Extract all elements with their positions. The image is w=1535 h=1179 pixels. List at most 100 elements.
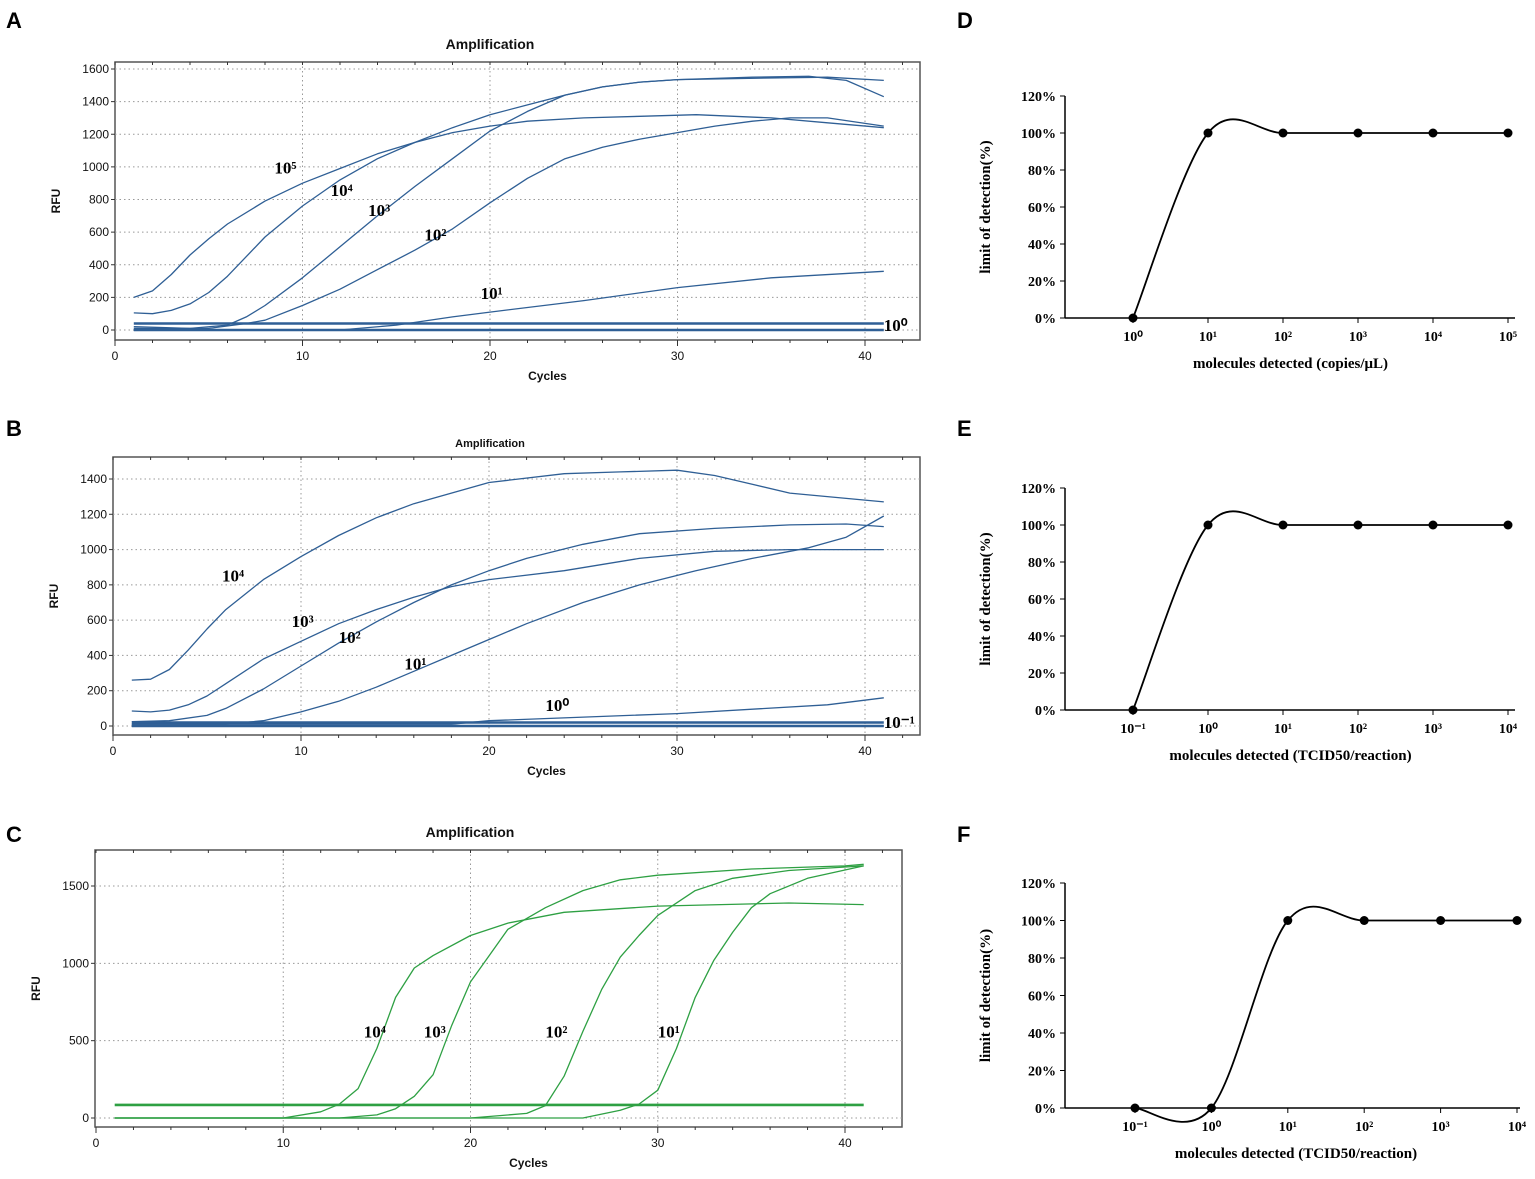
x-tick-label: 10 — [277, 1136, 291, 1150]
series-label: 10³ — [292, 612, 314, 631]
y-tick-label: 1200 — [80, 507, 107, 521]
y-tick-label: 0% — [1035, 704, 1056, 719]
series-line — [1132, 510, 1508, 711]
y-tick-label: 0 — [102, 323, 109, 337]
series-line — [131, 697, 884, 725]
y-tick-label: 400 — [87, 648, 107, 662]
y-tick-label: 80% — [1028, 164, 1056, 179]
y-tick-label: 400 — [89, 258, 109, 272]
x-tick-label: 10⁰ — [1198, 722, 1218, 737]
panel-letter-e: E — [957, 416, 972, 441]
y-tick-label: 800 — [87, 578, 107, 592]
x-tick-label: 10¹ — [1199, 330, 1217, 345]
x-tick-label: 10¹ — [1274, 722, 1292, 737]
data-point — [1206, 1103, 1216, 1113]
plot-frame — [112, 456, 921, 736]
y-tick-label: 600 — [87, 613, 107, 627]
y-tick-label: 1400 — [80, 472, 107, 486]
panel-letter-c: C — [6, 822, 22, 847]
data-point — [1428, 128, 1438, 138]
series-label: 10³ — [368, 201, 390, 220]
data-point — [1503, 520, 1513, 530]
y-tick-label: 0 — [82, 1111, 89, 1125]
data-point — [1278, 520, 1288, 530]
x-tick-label: 10⁻¹ — [1120, 722, 1146, 737]
y-tick-label: 0% — [1035, 1102, 1056, 1117]
x-tick-label: 0 — [112, 349, 119, 363]
series-label: 10⁴ — [364, 1023, 386, 1042]
series-line — [131, 523, 884, 723]
x-tick-label: 10 — [294, 744, 308, 758]
panel-letter-f: F — [957, 822, 970, 847]
x-tick-label: 10⁵ — [1499, 330, 1517, 345]
x-tick-label: 10² — [1355, 1120, 1373, 1135]
y-tick-label: 1000 — [82, 160, 109, 174]
y-tick-label: 100% — [1021, 127, 1056, 142]
data-point — [1503, 128, 1513, 138]
series-label: 10² — [339, 628, 361, 647]
data-point — [1203, 520, 1213, 530]
x-tick-label: 10⁻¹ — [1122, 1120, 1148, 1135]
y-tick-label: 80% — [1028, 556, 1056, 571]
data-point — [1353, 520, 1363, 530]
series-label: 10⁻¹ — [884, 713, 915, 732]
x-tick-label: 40 — [858, 349, 872, 363]
series-line — [114, 865, 864, 1119]
x-tick-label: 0 — [110, 744, 117, 758]
y-axis-label: limit of detection(%) — [978, 532, 994, 665]
y-tick-label: 600 — [89, 225, 109, 239]
series-line — [1132, 118, 1508, 319]
x-tick-label: 10⁴ — [1424, 330, 1443, 345]
y-tick-label: 20% — [1028, 667, 1056, 682]
series-label: 10³ — [424, 1023, 446, 1042]
y-tick-label: 60% — [1028, 593, 1056, 608]
panel-letter-b: B — [6, 416, 22, 441]
data-point — [1359, 916, 1369, 925]
series-line — [114, 863, 864, 1119]
y-tick-label: 1600 — [82, 62, 109, 76]
chart-title: Amplification — [446, 36, 535, 52]
y-axis-label: RFU — [29, 976, 43, 1001]
x-axis-label: Cycles — [509, 1156, 548, 1170]
lod-chart-e: 0% 20% 40% 60% 80% 100% 120% 10⁻¹ 10⁰ 10¹ 10² 10³ 10… — [978, 482, 1518, 764]
y-tick-label: 100% — [1021, 519, 1056, 534]
x-tick-label: 10⁴ — [1508, 1120, 1527, 1135]
chart-title: Amplification — [426, 824, 515, 840]
series-label: 10² — [424, 225, 446, 244]
chart-title: Amplification — [455, 438, 525, 450]
series-line — [1134, 905, 1517, 1123]
y-tick-label: 200 — [87, 684, 107, 698]
data-point — [1353, 128, 1363, 138]
series-label: 10⁰ — [884, 316, 908, 335]
data-point — [1203, 128, 1213, 138]
series-line — [133, 114, 884, 299]
amplification-chart-a: Amplification020040060080010001200140016… — [49, 36, 921, 383]
y-tick-label: 20% — [1028, 275, 1056, 290]
y-tick-label: 60% — [1028, 990, 1056, 1005]
series-line — [131, 548, 884, 713]
y-tick-label: 120% — [1021, 90, 1056, 105]
series-label: 10⁴ — [222, 566, 244, 585]
y-tick-label: 1200 — [82, 127, 109, 141]
x-axis-label: Cycles — [528, 369, 567, 383]
y-tick-label: 0 — [100, 719, 107, 733]
y-axis-label: limit of detection(%) — [978, 140, 994, 273]
x-tick-label: 10 — [296, 349, 310, 363]
x-tick-label: 30 — [671, 349, 685, 363]
y-tick-label: 40% — [1028, 630, 1056, 645]
y-tick-label: 40% — [1028, 1027, 1056, 1042]
plot-frame — [114, 61, 921, 341]
series-line — [133, 270, 884, 331]
y-tick-label: 800 — [89, 193, 109, 207]
x-tick-label: 10⁴ — [1499, 722, 1518, 737]
y-tick-label: 500 — [69, 1034, 89, 1048]
amplification-chart-b: Amplification 0 200 400 600 800 1000 1200 1400 0 1… — [47, 438, 921, 778]
x-tick-label: 30 — [670, 744, 684, 758]
data-point — [1130, 1103, 1140, 1113]
data-point — [1278, 128, 1288, 138]
amplification-chart-c: Amplification 0 500 1000 1500 0 10 20 30 40 Cycles… — [29, 824, 903, 1170]
x-axis-label: Cycles — [527, 764, 566, 778]
data-point — [1128, 313, 1138, 323]
y-tick-label: 1400 — [82, 95, 109, 109]
panel-letter-d: D — [957, 8, 973, 33]
